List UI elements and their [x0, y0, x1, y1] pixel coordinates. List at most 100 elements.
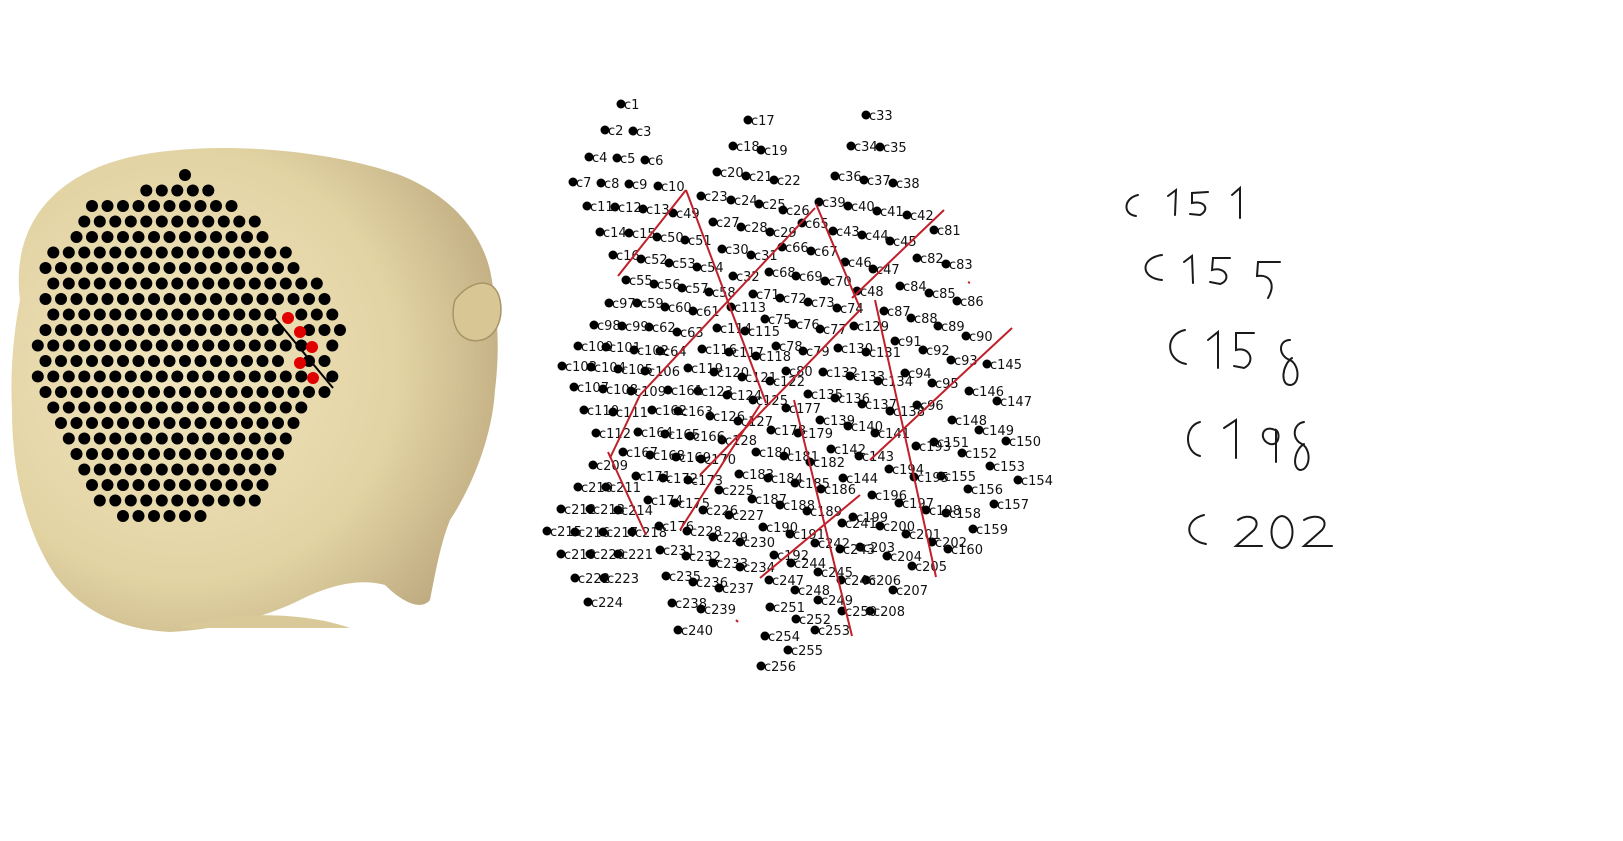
- head-electrode: [155, 215, 168, 228]
- head-electrode: [225, 200, 238, 212]
- electrode-dot: [775, 293, 785, 303]
- head-electrode: [264, 370, 277, 383]
- electrode-c254: c254: [760, 630, 800, 645]
- head-electrode: [279, 246, 292, 259]
- electrode-label: c240: [681, 624, 713, 639]
- head-electrode: [186, 308, 199, 321]
- electrode-dot: [586, 362, 596, 372]
- electrode-label: c44: [865, 229, 889, 244]
- electrode-dot: [682, 526, 692, 536]
- electrode-dot: [660, 429, 670, 439]
- electrode-label: c99: [625, 320, 649, 335]
- electrode-c89: c89: [933, 320, 965, 335]
- electrode-c36: c36: [830, 170, 862, 185]
- electrode-c173: c173: [683, 474, 723, 489]
- marker-line: [273, 316, 334, 389]
- electrode-dot: [765, 376, 775, 386]
- head-electrode: [39, 355, 52, 367]
- electrode-c3: c3: [628, 125, 651, 140]
- head-electrode: [124, 246, 137, 259]
- electrode-label: c36: [838, 170, 862, 185]
- note-c198: [1187, 418, 1310, 472]
- head-electrode: [117, 231, 129, 243]
- electrode-c115: c115: [740, 325, 780, 340]
- electrode-c38: c38: [888, 177, 920, 192]
- head-electrode: [78, 277, 91, 290]
- electrode-label: c157: [997, 498, 1029, 513]
- electrode-c41: c41: [872, 205, 904, 220]
- head-electrode: [202, 277, 215, 290]
- electrode-dot: [918, 345, 928, 355]
- head-electrode: [210, 417, 222, 429]
- electrode-dot: [771, 341, 781, 351]
- head-electrode: [202, 215, 215, 228]
- electrode-c16: c16: [608, 249, 640, 264]
- electrode-label: c163: [681, 405, 713, 420]
- head-electrode: [194, 479, 207, 491]
- electrode-dot: [870, 428, 880, 438]
- electrode-dot: [868, 264, 878, 274]
- head-electrode: [86, 324, 98, 336]
- electrode-dot: [652, 232, 662, 242]
- head-electrode: [318, 386, 331, 398]
- electrode-dot: [671, 452, 681, 462]
- electrode-dot: [933, 321, 943, 331]
- electrode-label: c67: [814, 245, 838, 260]
- electrode-label: c90: [969, 330, 993, 345]
- electrode-label: c71: [756, 288, 780, 303]
- electrode-dot: [943, 544, 953, 554]
- head-electrode: [101, 200, 114, 212]
- head-electrode: [217, 339, 230, 352]
- head-electrode: [287, 293, 300, 305]
- electrode-dot: [629, 345, 639, 355]
- electrode-label: c154: [1021, 474, 1053, 489]
- electrode-dot: [583, 597, 593, 607]
- head-electrode: [124, 370, 137, 383]
- electrode-c4: c4: [584, 151, 607, 166]
- electrode-label: c39: [822, 196, 846, 211]
- electrode-dot: [843, 201, 853, 211]
- head-electrode: [78, 463, 91, 476]
- electrode-dot: [815, 324, 825, 334]
- electrode-label: c225: [722, 484, 754, 499]
- electrode-dot: [818, 367, 828, 377]
- head-electrode: [132, 355, 145, 367]
- electrode-c250: c250: [837, 605, 877, 620]
- head-electrode: [109, 308, 122, 321]
- head-electrode: [225, 262, 238, 274]
- head-electrode: [272, 417, 284, 429]
- electrode-dot: [816, 484, 826, 494]
- electrode-dot: [906, 313, 916, 323]
- electrode-dot: [570, 527, 580, 537]
- electrode-dot: [826, 444, 836, 454]
- electrode-dot: [677, 283, 687, 293]
- head-electrode: [225, 386, 238, 398]
- electrode-label: c43: [836, 225, 860, 240]
- electrode-label: c247: [772, 574, 804, 589]
- head-electrode: [272, 324, 284, 336]
- electrode-c186: c186: [816, 483, 856, 498]
- head-electrode: [148, 262, 160, 274]
- head-electrode: [248, 246, 261, 259]
- electrode-label: c15: [632, 227, 656, 242]
- electrode-label: c4: [592, 151, 607, 166]
- electrode-label: c84: [903, 280, 927, 295]
- head-electrode: [47, 339, 60, 352]
- electrode-dot: [781, 403, 791, 413]
- electrode-label: c202: [935, 536, 967, 551]
- electrode-c2: c2: [600, 124, 623, 139]
- head-electrode: [318, 355, 331, 367]
- electrode-c237: c237: [714, 582, 754, 597]
- head-electrode: [163, 262, 176, 274]
- head-electrode: [55, 417, 67, 429]
- head-electrode: [179, 231, 191, 243]
- head-electrode: [62, 370, 75, 383]
- head-electrode: [194, 355, 207, 367]
- electrode-c12: c12: [610, 201, 642, 216]
- electrode-dot: [599, 573, 609, 583]
- electrode-c82: c82: [912, 252, 944, 267]
- head-electrode: [70, 355, 83, 367]
- electrode-c177: c177: [781, 402, 821, 417]
- head-electrode: [179, 262, 191, 274]
